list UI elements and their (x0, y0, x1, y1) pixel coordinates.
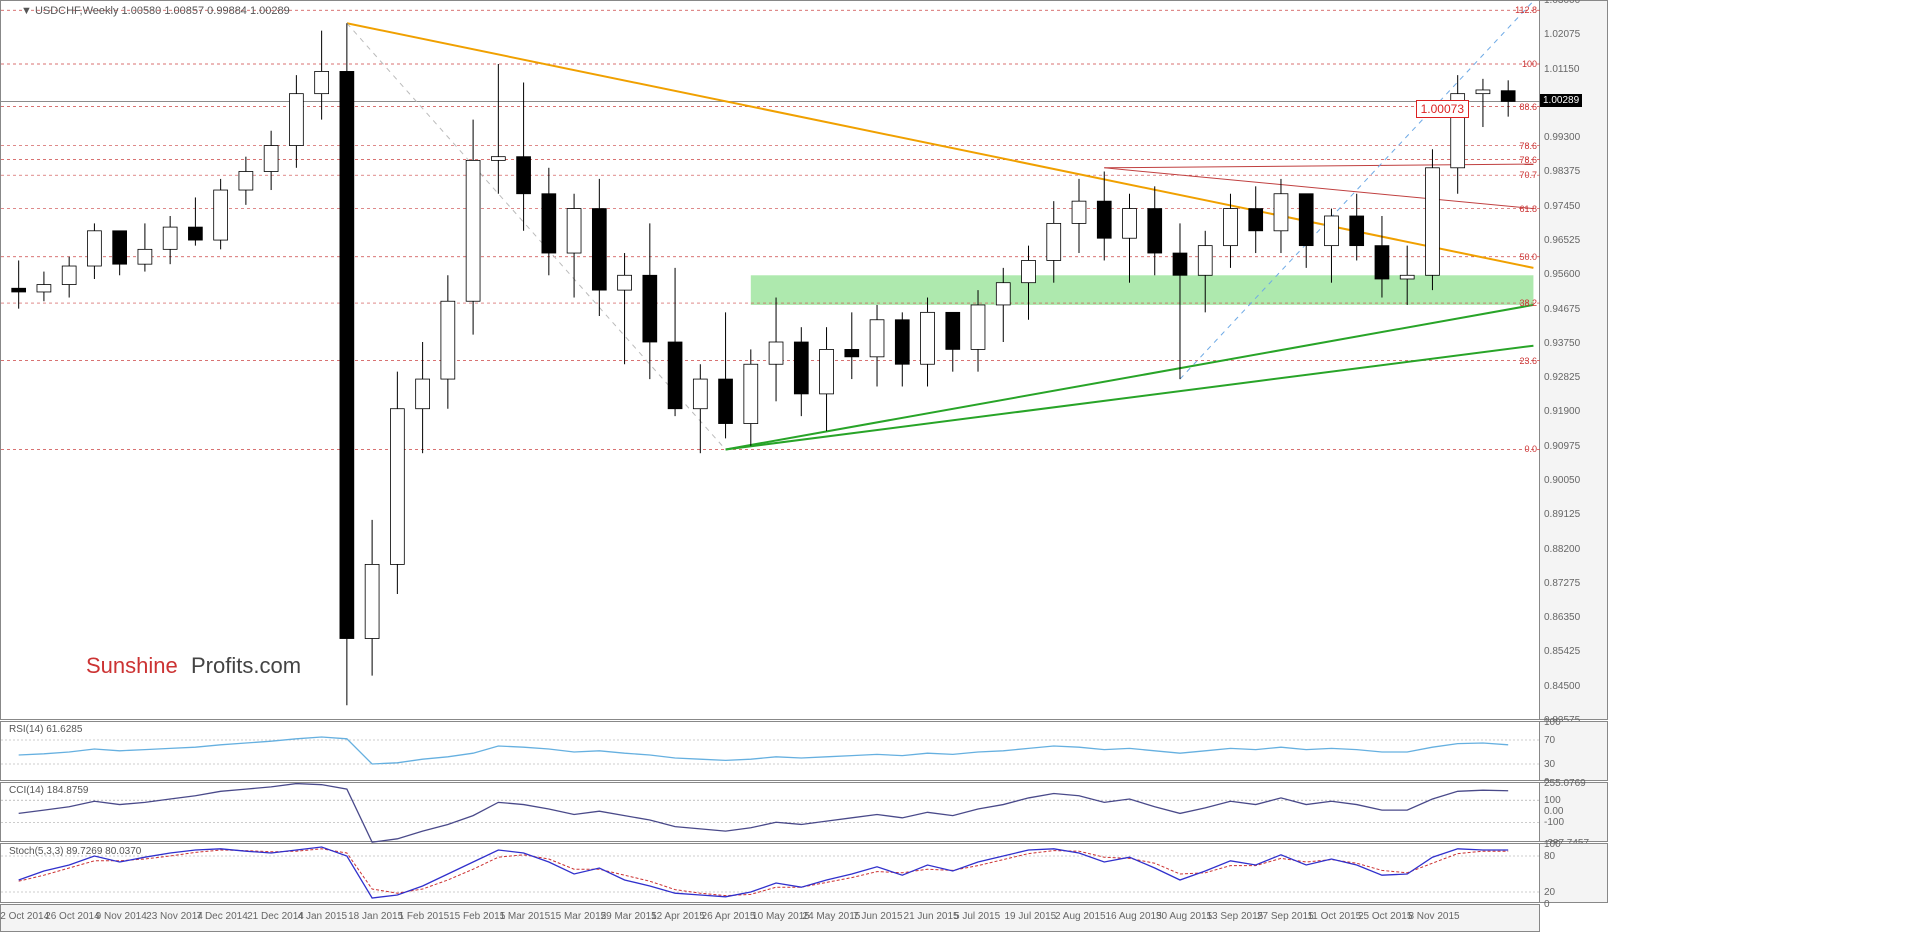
xtick-label: 15 Feb 2015 (449, 911, 505, 922)
ytick-label: 0.96525 (1544, 235, 1580, 246)
ytick-label: 0.85425 (1544, 646, 1580, 657)
indicator-ytick: 255.0769 (1544, 778, 1586, 789)
ytick-label: 0.89125 (1544, 509, 1580, 520)
xtick-label: 12 Oct 2014 (0, 911, 49, 922)
xtick-label: 9 Nov 2014 (96, 911, 147, 922)
price-chart-svg (1, 1, 1541, 721)
ytick-label: 0.84500 (1544, 681, 1580, 692)
ytick-label: 0.93750 (1544, 338, 1580, 349)
fib-label: 0.0 (1524, 444, 1537, 454)
fib-label: 70.7 (1519, 170, 1537, 180)
stoch-title: Stoch(5,3,3) 89.7269 80.0370 (9, 846, 141, 857)
indicator-ytick: 100 (1544, 839, 1561, 850)
xtick-label: 21 Jun 2015 (904, 911, 959, 922)
ytick-label: 1.03000 (1544, 0, 1580, 6)
ytick-label: 0.95600 (1544, 269, 1580, 280)
xtick-label: 5 Jul 2015 (954, 911, 1000, 922)
indicator-ytick: 80 (1544, 851, 1555, 862)
xtick-label: 30 Aug 2015 (1156, 911, 1212, 922)
xtick-label: 2 Aug 2015 (1055, 911, 1106, 922)
rsi-yaxis: 10070300 (1540, 721, 1608, 781)
fib-label: 61.8 (1519, 204, 1537, 214)
stoch-svg (1, 844, 1541, 904)
ytick-label: 1.02075 (1544, 29, 1580, 40)
xtick-label: 26 Oct 2014 (45, 911, 99, 922)
rsi-svg (1, 722, 1541, 782)
chart-title: ▼ USDCHF,Weekly 1.00580 1.00857 0.99884 … (21, 5, 290, 17)
xtick-label: 15 Mar 2015 (550, 911, 606, 922)
xtick-label: 10 May 2015 (752, 911, 810, 922)
xtick-label: 18 Jan 2015 (348, 911, 403, 922)
fib-label: 100 (1522, 59, 1537, 69)
xtick-label: 8 Nov 2015 (1408, 911, 1459, 922)
xtick-label: 19 Jul 2015 (1005, 911, 1057, 922)
ytick-label: 0.98375 (1544, 166, 1580, 177)
cci-svg (1, 783, 1541, 843)
rsi-title: RSI(14) 61.6285 (9, 724, 82, 735)
ytick-label: 0.87275 (1544, 578, 1580, 589)
xtick-label: 25 Oct 2015 (1358, 911, 1412, 922)
xtick-label: 11 Oct 2015 (1307, 911, 1361, 922)
ytick-label: 0.90975 (1544, 441, 1580, 452)
ytick-label: 0.94675 (1544, 304, 1580, 315)
fib-label: 112.8 (1515, 5, 1537, 15)
cci-yaxis: 255.07691000.00-100-287.7457 (1540, 782, 1608, 842)
indicator-ytick: 70 (1544, 735, 1555, 746)
price-yaxis: 1.03000 1.02075 1.01150 1.00289 0.99300 0.983… (1540, 0, 1608, 720)
xtick-label: 27 Sep 2015 (1257, 911, 1314, 922)
fib-label: 78.6 (1519, 141, 1537, 151)
xtick-label: 16 Aug 2015 (1105, 911, 1161, 922)
xtick-label: 7 Jun 2015 (853, 911, 903, 922)
xtick-label: 29 Mar 2015 (601, 911, 657, 922)
ytick-label: 0.97450 (1544, 201, 1580, 212)
xtick-label: 23 Nov 2014 (146, 911, 203, 922)
ytick-label: 0.90050 (1544, 475, 1580, 486)
xtick-label: 26 Apr 2015 (702, 911, 756, 922)
indicator-ytick: 100 (1544, 717, 1561, 728)
ytick-label: 0.88200 (1544, 544, 1580, 555)
ytick-label: 0.92825 (1544, 372, 1580, 383)
price-annotation-box: 1.00073 (1416, 100, 1469, 118)
ytick-label: 0.86350 (1544, 612, 1580, 623)
ytick-label: 0.91900 (1544, 406, 1580, 417)
stoch-yaxis: 10080200 (1540, 843, 1608, 903)
fib-label: 78.6 (1519, 155, 1537, 165)
fib-label: 50.0 (1519, 252, 1537, 262)
ytick-label: 1.01150 (1544, 64, 1579, 75)
current-price-tag: 1.00289 (1540, 94, 1582, 107)
xtick-label: 1 Feb 2015 (399, 911, 450, 922)
date-xaxis: 12 Oct 201426 Oct 20149 Nov 201423 Nov 2… (0, 904, 1540, 932)
watermark-sunshine: Sunshine (86, 653, 178, 679)
xtick-label: 21 Dec 2014 (247, 911, 304, 922)
watermark-profits: Profits.com (191, 653, 301, 679)
indicator-ytick: -100 (1544, 817, 1564, 828)
xtick-label: 1 Mar 2015 (500, 911, 551, 922)
cci-title: CCI(14) 184.8759 (9, 785, 89, 796)
indicator-ytick: 30 (1544, 759, 1555, 770)
fib-label: 88.6 (1519, 102, 1537, 112)
indicator-ytick: 20 (1544, 887, 1555, 898)
fib-label: 23.6 (1519, 356, 1537, 366)
indicator-ytick: 0.00 (1544, 806, 1563, 817)
xtick-label: 4 Jan 2015 (298, 911, 348, 922)
xtick-label: 7 Dec 2014 (197, 911, 248, 922)
ytick-label: 0.99300 (1544, 132, 1580, 143)
indicator-ytick: 100 (1544, 795, 1561, 806)
xtick-label: 12 Apr 2015 (651, 911, 705, 922)
indicator-ytick: 0 (1544, 899, 1550, 910)
xtick-label: 13 Sep 2015 (1206, 911, 1263, 922)
xtick-label: 24 May 2015 (803, 911, 861, 922)
fib-label: 38.2 (1519, 298, 1537, 308)
